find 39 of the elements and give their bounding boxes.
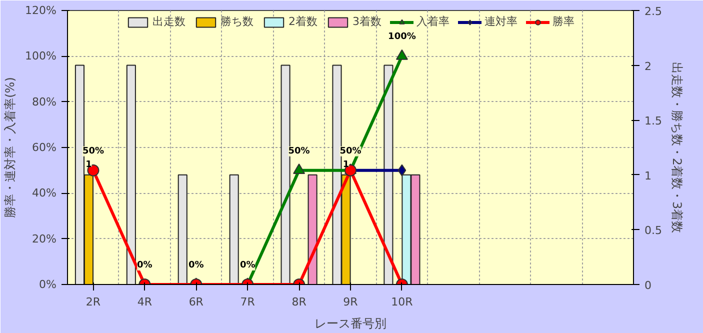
data-label: 50%	[340, 146, 362, 156]
y2-tick-label: 2.5	[644, 5, 662, 18]
y-tick-label: 40%	[32, 186, 57, 200]
x-tick-label: 4R	[137, 296, 152, 308]
data-label: 0%	[240, 260, 256, 270]
data-label: 100%	[388, 32, 416, 42]
data-label: 50%	[82, 146, 104, 156]
y2-axis-title: 出走数・勝ち数・2着数・3着数	[670, 62, 684, 234]
y2-tick-label: 1.5	[644, 114, 662, 128]
legend-label: 勝率	[552, 14, 574, 29]
data-label: 1	[342, 160, 350, 170]
data-label: 1	[86, 160, 92, 170]
x-tick-label: 10R	[391, 296, 414, 308]
legend-label: 出走数	[152, 14, 186, 29]
y-tick-label: 60%	[32, 141, 57, 154]
y-tick-label: 120%	[25, 4, 57, 17]
x-axis-title: レース番号別	[314, 316, 386, 330]
x-tick-label: 9R	[343, 296, 358, 308]
legend-label: 入着率	[416, 14, 450, 29]
y2-tick-label: 2	[644, 60, 652, 73]
legend-label: 勝ち数	[220, 14, 254, 29]
y2-tick-label: 1	[644, 169, 652, 182]
y2-tick-label: 0.5	[644, 224, 662, 238]
y-tick-label: 80%	[32, 95, 57, 108]
data-label: 0%	[137, 260, 152, 270]
x-tick-label: 7R	[240, 296, 256, 308]
y-tick-label: 0%	[39, 278, 56, 291]
y-axis-title: 勝率・連対率・入着率(%)	[3, 77, 18, 218]
x-tick-label: 6R	[188, 296, 204, 308]
legend-label: 連対率	[484, 14, 518, 29]
legend-label: 3着数	[352, 14, 382, 29]
y-tick-label: 20%	[32, 232, 57, 246]
y-tick-label: 100%	[25, 50, 57, 63]
data-label: 0%	[188, 260, 204, 270]
x-tick-label: 2R	[86, 296, 101, 308]
x-tick-label: 8R	[292, 296, 307, 308]
y2-tick-label: 0	[644, 279, 652, 292]
legend-label: 2着数	[288, 14, 318, 29]
data-label: 50%	[288, 146, 310, 156]
